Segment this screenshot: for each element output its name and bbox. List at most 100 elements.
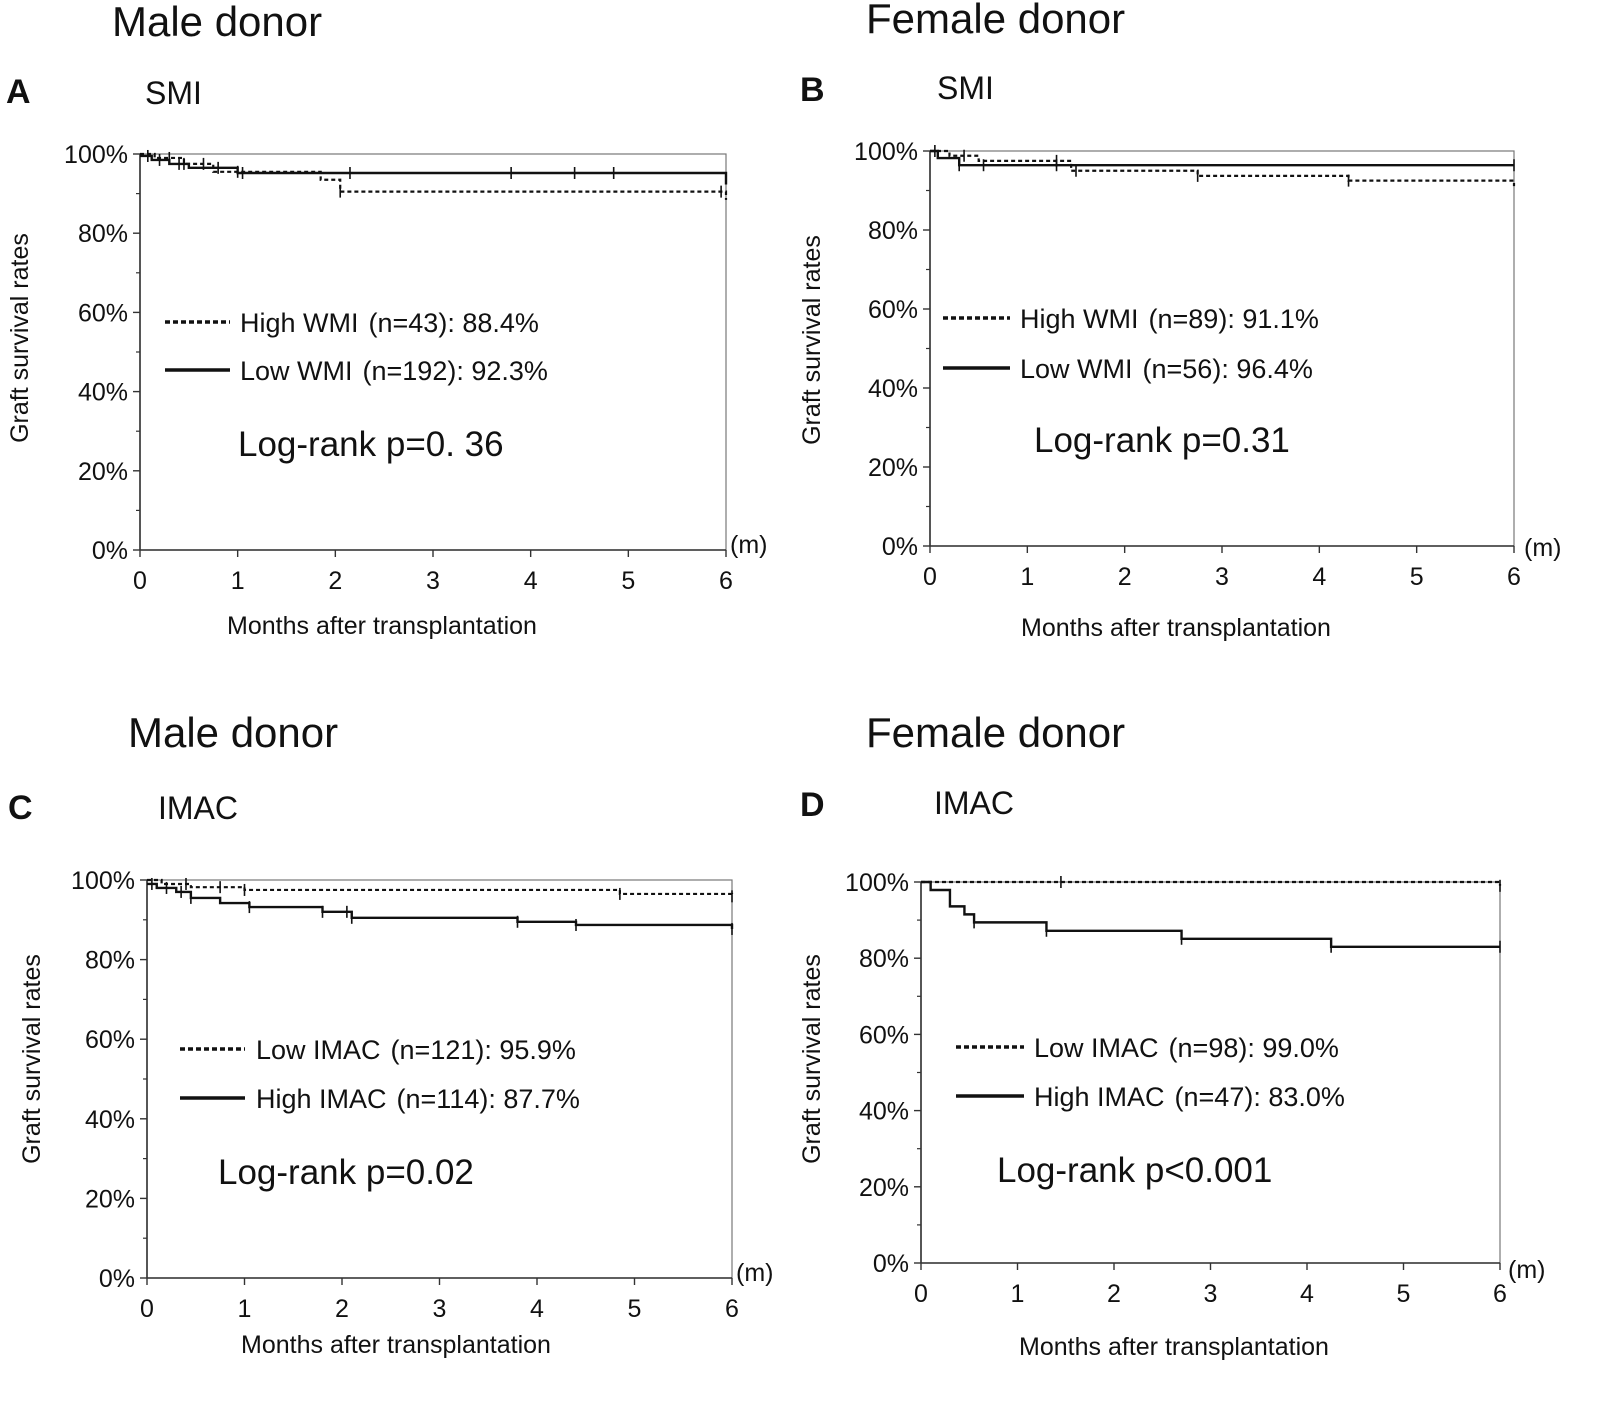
y-tick-label: 40% [859,1098,909,1126]
x-tick-label: 5 [628,1295,642,1323]
y-tick-label: 20% [78,458,128,486]
x-tick-label: 0 [914,1280,928,1308]
y-axis-label: Graft survival rates [800,235,826,445]
legend-group-label: Low WMI [1020,354,1133,384]
log-rank-pvalue: Log-rank p<0.001 [997,1151,1272,1190]
log-rank-pvalue: Log-rank p=0.31 [1034,421,1290,460]
x-tick-label: 6 [1507,563,1521,591]
chart-subtitle: SMI [937,70,994,106]
legend-group-label: High IMAC [256,1084,387,1114]
y-tick-label: 100% [71,867,135,895]
x-tick-label: 1 [231,567,245,595]
panel-d: Female donor D IMAC 0% 20% 40% 60% 80% 100% 0 1 2 3 4… [800,705,1600,1405]
x-tick-label: 5 [1397,1280,1411,1308]
legend-group-label: High WMI [240,308,359,338]
x-tick-label: 5 [621,567,635,595]
x-tick-label: 2 [1118,563,1132,591]
chart-subtitle: SMI [145,75,202,111]
y-axis-label: Graft survival rates [18,954,46,1164]
plot-frame [146,879,733,1279]
group-title: Male donor [128,709,338,756]
chart-subtitle: IMAC [934,785,1014,821]
x-unit-label: (m) [730,531,767,559]
x-unit-label: (m) [736,1259,773,1287]
legend-n-value: (n=89): 91.1% [1149,304,1319,334]
panel-letter: C [8,789,33,827]
panel-a: Male donor A SMI 0% 20% 40% 60% 80% 100% 0 1 2 3 4 5 6 (… [0,0,800,700]
chart-svg: Female donor B SMI 0% 20% 40% 60% 80% 100% 0 1 2 3 4 5… [800,0,1561,642]
x-tick-label: 5 [1410,563,1424,591]
y-tick-label: 0% [873,1250,909,1278]
x-tick-label: 4 [524,567,538,595]
y-tick-label: 20% [868,454,918,482]
y-tick-label: 80% [859,945,909,973]
y-tick-label: 100% [854,138,918,166]
log-rank-pvalue: Log-rank p=0. 36 [238,425,504,464]
x-tick-label: 3 [1204,1280,1218,1308]
y-tick-label: 40% [85,1106,135,1134]
km-curve-dotted [140,152,728,200]
x-tick-label: 2 [328,567,342,595]
km-curve-solid [921,880,1500,948]
x-axis-label: Months after transplantation [241,1331,551,1359]
legend-n-value: (n=98): 99.0% [1169,1033,1339,1063]
y-tick-label: 40% [78,379,128,407]
log-rank-pvalue: Log-rank p=0.02 [218,1153,474,1192]
y-tick-label: 60% [85,1026,135,1054]
x-axis-label: Months after transplantation [1019,1333,1329,1361]
y-tick-label: 60% [78,299,128,327]
y-tick-label: 80% [85,947,135,975]
plot-frame [929,150,1515,547]
x-tick-label: 2 [1107,1280,1121,1308]
panel-b: Female donor B SMI 0% 20% 40% 60% 80% 100% 0 1 2 3 4 5… [800,0,1600,700]
legend-n-value: (n=47): 83.0% [1175,1082,1345,1112]
y-tick-label: 40% [868,375,918,403]
legend-entry: High WMI (n=89): 91.1% [1020,304,1319,334]
legend-entry: Low IMAC (n=98): 99.0% [1034,1033,1339,1063]
x-tick-label: 6 [1493,1280,1507,1308]
x-tick-label: 1 [1011,1280,1025,1308]
y-tick-label: 0% [882,533,918,561]
legend-n-value: (n=192): 92.3% [363,356,548,386]
km-curve-solid [140,154,728,185]
x-tick-label: 0 [923,563,937,591]
x-tick-label: 0 [140,1295,154,1323]
panel-letter: A [6,73,31,111]
x-tick-label: 1 [1020,563,1034,591]
chart-svg: Male donor A SMI 0% 20% 40% 60% 80% 100% 0 1 2 3 4 5 6 (… [6,0,767,640]
legend-entry: Low IMAC (n=121): 95.9% [256,1035,576,1065]
x-axis-label: Months after transplantation [227,612,537,640]
y-tick-label: 20% [85,1185,135,1213]
legend-group-label: High IMAC [1034,1082,1165,1112]
panel-letter: D [800,786,825,824]
legend-n-value: (n=121): 95.9% [391,1035,576,1065]
group-title: Female donor [866,709,1125,756]
legend-entry: Low WMI (n=56): 96.4% [1020,354,1313,384]
legend-entry: High IMAC (n=114): 87.7% [256,1084,580,1114]
plot-frame [139,153,727,551]
y-axis-label: Graft survival rates [800,954,826,1164]
x-tick-label: 4 [530,1295,544,1323]
legend-group-label: Low IMAC [256,1035,381,1065]
x-tick-label: 3 [433,1295,447,1323]
legend-entry: Low WMI (n=192): 92.3% [240,356,548,386]
panel-letter: B [800,71,825,109]
chart-svg: Male donor C IMAC 0% 20% 40% 60% 80% 100% 0 1 2 3 4 5 6… [8,709,773,1359]
y-tick-label: 60% [868,296,918,324]
legend-entry: High WMI (n=43): 88.4% [240,308,539,338]
panel-c: Male donor C IMAC 0% 20% 40% 60% 80% 100% 0 1 2 3 4 5 6… [0,705,800,1405]
x-tick-label: 1 [238,1295,252,1323]
x-tick-label: 4 [1300,1280,1314,1308]
km-curve-solid [930,149,1514,167]
y-axis-label: Graft survival rates [6,233,34,443]
x-tick-label: 3 [1215,563,1229,591]
x-tick-label: 6 [725,1295,739,1323]
x-tick-label: 0 [133,567,147,595]
x-tick-label: 2 [335,1295,349,1323]
legend-group-label: High WMI [1020,304,1139,334]
km-curve-dotted [147,878,734,897]
group-title: Female donor [866,0,1125,42]
chart-subtitle: IMAC [158,790,238,826]
legend-n-value: (n=43): 88.4% [369,308,539,338]
legend-n-value: (n=56): 96.4% [1143,354,1313,384]
